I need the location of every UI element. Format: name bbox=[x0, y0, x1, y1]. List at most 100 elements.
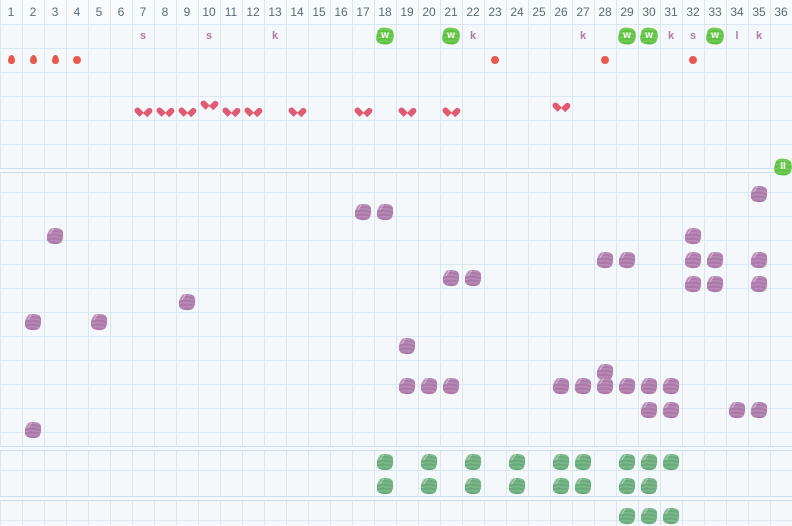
scribble-blob-icon-green-day-30[interactable] bbox=[639, 452, 659, 472]
scribble-blob-icon-purple-day-31[interactable] bbox=[661, 400, 681, 420]
day-number-27[interactable]: 27 bbox=[576, 5, 590, 19]
scribble-blob-icon-purple-day-28[interactable] bbox=[595, 376, 615, 396]
heart-icon-day-21[interactable] bbox=[446, 104, 457, 114]
scribble-blob-icon-green-day-26[interactable] bbox=[551, 476, 571, 496]
day-number-4[interactable]: 4 bbox=[73, 5, 81, 19]
day-number-18[interactable]: 18 bbox=[378, 5, 392, 19]
heart-icon-day-17[interactable] bbox=[358, 104, 369, 114]
scribble-blob-icon-purple-day-20[interactable] bbox=[419, 376, 439, 396]
day-number-17[interactable]: 17 bbox=[356, 5, 370, 19]
scribble-blob-icon-green-day-31[interactable] bbox=[661, 452, 681, 472]
scribble-blob-icon-purple-day-27[interactable] bbox=[573, 376, 593, 396]
scribble-blob-icon-green-day-24[interactable] bbox=[507, 452, 527, 472]
scribble-blob-icon-purple-day-32[interactable] bbox=[683, 226, 703, 246]
scribble-blob-icon-purple-day-18[interactable] bbox=[375, 202, 395, 222]
green-badge-icon-day-21[interactable]: w bbox=[440, 26, 462, 46]
day-number-14[interactable]: 14 bbox=[290, 5, 304, 19]
day-number-36[interactable]: 36 bbox=[774, 5, 788, 19]
day-number-35[interactable]: 35 bbox=[752, 5, 766, 19]
heart-icon-day-9[interactable] bbox=[182, 104, 193, 114]
heart-icon-day-26[interactable] bbox=[556, 99, 567, 109]
day-number-25[interactable]: 25 bbox=[532, 5, 546, 19]
symbol-letter-k-day-13[interactable]: k bbox=[271, 30, 279, 42]
scribble-blob-icon-green-day-29[interactable] bbox=[617, 452, 637, 472]
day-number-8[interactable]: 8 bbox=[161, 5, 169, 19]
scribble-blob-icon-green-day-29[interactable] bbox=[617, 506, 637, 526]
day-number-33[interactable]: 33 bbox=[708, 5, 722, 19]
symbol-letter-s-day-7[interactable]: s bbox=[139, 30, 147, 42]
scribble-blob-icon-purple-day-21[interactable] bbox=[441, 268, 461, 288]
day-number-12[interactable]: 12 bbox=[246, 5, 260, 19]
scribble-blob-icon-green-day-20[interactable] bbox=[419, 452, 439, 472]
green-badge-icon-day-36[interactable]: II bbox=[772, 157, 792, 177]
day-number-3[interactable]: 3 bbox=[51, 5, 59, 19]
scribble-blob-icon-purple-day-28[interactable] bbox=[595, 250, 615, 270]
scribble-blob-icon-green-day-27[interactable] bbox=[573, 452, 593, 472]
scribble-blob-icon-purple-day-30[interactable] bbox=[639, 376, 659, 396]
scribble-blob-icon-green-day-18[interactable] bbox=[375, 476, 395, 496]
scribble-blob-icon-green-day-31[interactable] bbox=[661, 506, 681, 526]
heart-icon-day-11[interactable] bbox=[226, 104, 237, 114]
day-number-24[interactable]: 24 bbox=[510, 5, 524, 19]
scribble-blob-icon-purple-day-32[interactable] bbox=[683, 250, 703, 270]
scribble-blob-icon-purple-day-2[interactable] bbox=[23, 312, 43, 332]
heart-icon-day-10[interactable] bbox=[204, 97, 215, 107]
green-badge-icon-day-33[interactable]: w bbox=[704, 26, 726, 46]
scribble-blob-icon-purple-day-17[interactable] bbox=[353, 202, 373, 222]
scribble-blob-icon-purple-day-19[interactable] bbox=[397, 376, 417, 396]
circle-dot-icon-day-4[interactable] bbox=[73, 56, 81, 64]
scribble-blob-icon-green-day-27[interactable] bbox=[573, 476, 593, 496]
circle-dot-icon-day-23[interactable] bbox=[491, 56, 499, 64]
scribble-blob-icon-green-day-26[interactable] bbox=[551, 452, 571, 472]
day-number-32[interactable]: 32 bbox=[686, 5, 700, 19]
scribble-blob-icon-purple-day-19[interactable] bbox=[397, 336, 417, 356]
scribble-blob-icon-green-day-30[interactable] bbox=[639, 476, 659, 496]
green-badge-icon-day-29[interactable]: w bbox=[616, 26, 638, 46]
heart-icon-day-8[interactable] bbox=[160, 104, 171, 114]
scribble-blob-icon-purple-day-9[interactable] bbox=[177, 292, 197, 312]
scribble-blob-icon-purple-day-21[interactable] bbox=[441, 376, 461, 396]
scribble-blob-icon-purple-day-33[interactable] bbox=[705, 250, 725, 270]
day-number-34[interactable]: 34 bbox=[730, 5, 744, 19]
scribble-blob-icon-purple-day-2[interactable] bbox=[23, 420, 43, 440]
scribble-blob-icon-purple-day-30[interactable] bbox=[639, 400, 659, 420]
symbol-letter-k-day-35[interactable]: k bbox=[755, 30, 763, 42]
scribble-blob-icon-purple-day-33[interactable] bbox=[705, 274, 725, 294]
day-number-29[interactable]: 29 bbox=[620, 5, 634, 19]
day-number-23[interactable]: 23 bbox=[488, 5, 502, 19]
scribble-blob-icon-green-day-20[interactable] bbox=[419, 476, 439, 496]
green-badge-icon-day-18[interactable]: w bbox=[374, 26, 396, 46]
day-number-1[interactable]: 1 bbox=[7, 5, 15, 19]
scribble-blob-icon-green-day-30[interactable] bbox=[639, 506, 659, 526]
symbol-letter-l-day-34[interactable]: l bbox=[735, 30, 739, 42]
day-number-22[interactable]: 22 bbox=[466, 5, 480, 19]
scribble-blob-icon-purple-day-5[interactable] bbox=[89, 312, 109, 332]
day-number-20[interactable]: 20 bbox=[422, 5, 436, 19]
day-number-26[interactable]: 26 bbox=[554, 5, 568, 19]
day-number-30[interactable]: 30 bbox=[642, 5, 656, 19]
scribble-blob-icon-purple-day-29[interactable] bbox=[617, 250, 637, 270]
day-number-21[interactable]: 21 bbox=[444, 5, 458, 19]
day-number-11[interactable]: 11 bbox=[224, 5, 238, 19]
heart-icon-day-19[interactable] bbox=[402, 104, 413, 114]
day-number-10[interactable]: 10 bbox=[202, 5, 216, 19]
heart-icon-day-12[interactable] bbox=[248, 104, 259, 114]
teardrop-icon-day-3[interactable] bbox=[51, 55, 59, 64]
heart-icon-day-14[interactable] bbox=[292, 104, 303, 114]
scribble-blob-icon-purple-day-35[interactable] bbox=[749, 250, 769, 270]
day-number-31[interactable]: 31 bbox=[664, 5, 678, 19]
day-number-9[interactable]: 9 bbox=[183, 5, 191, 19]
scribble-blob-icon-green-day-22[interactable] bbox=[463, 476, 483, 496]
symbol-letter-k-day-27[interactable]: k bbox=[579, 30, 587, 42]
day-number-7[interactable]: 7 bbox=[139, 5, 147, 19]
scribble-blob-icon-green-day-22[interactable] bbox=[463, 452, 483, 472]
scribble-blob-icon-purple-day-35[interactable] bbox=[749, 400, 769, 420]
symbol-letter-s-day-32[interactable]: s bbox=[689, 30, 697, 42]
green-badge-icon-day-30[interactable]: w bbox=[638, 26, 660, 46]
symbol-letter-k-day-31[interactable]: k bbox=[667, 30, 675, 42]
scribble-blob-icon-purple-day-3[interactable] bbox=[45, 226, 65, 246]
scribble-blob-icon-green-day-24[interactable] bbox=[507, 476, 527, 496]
scribble-blob-icon-purple-day-22[interactable] bbox=[463, 268, 483, 288]
scribble-blob-icon-purple-day-35[interactable] bbox=[749, 274, 769, 294]
day-number-15[interactable]: 15 bbox=[312, 5, 326, 19]
